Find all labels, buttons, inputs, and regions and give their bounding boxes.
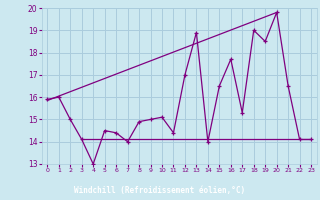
- Text: Windchill (Refroidissement éolien,°C): Windchill (Refroidissement éolien,°C): [75, 186, 245, 196]
